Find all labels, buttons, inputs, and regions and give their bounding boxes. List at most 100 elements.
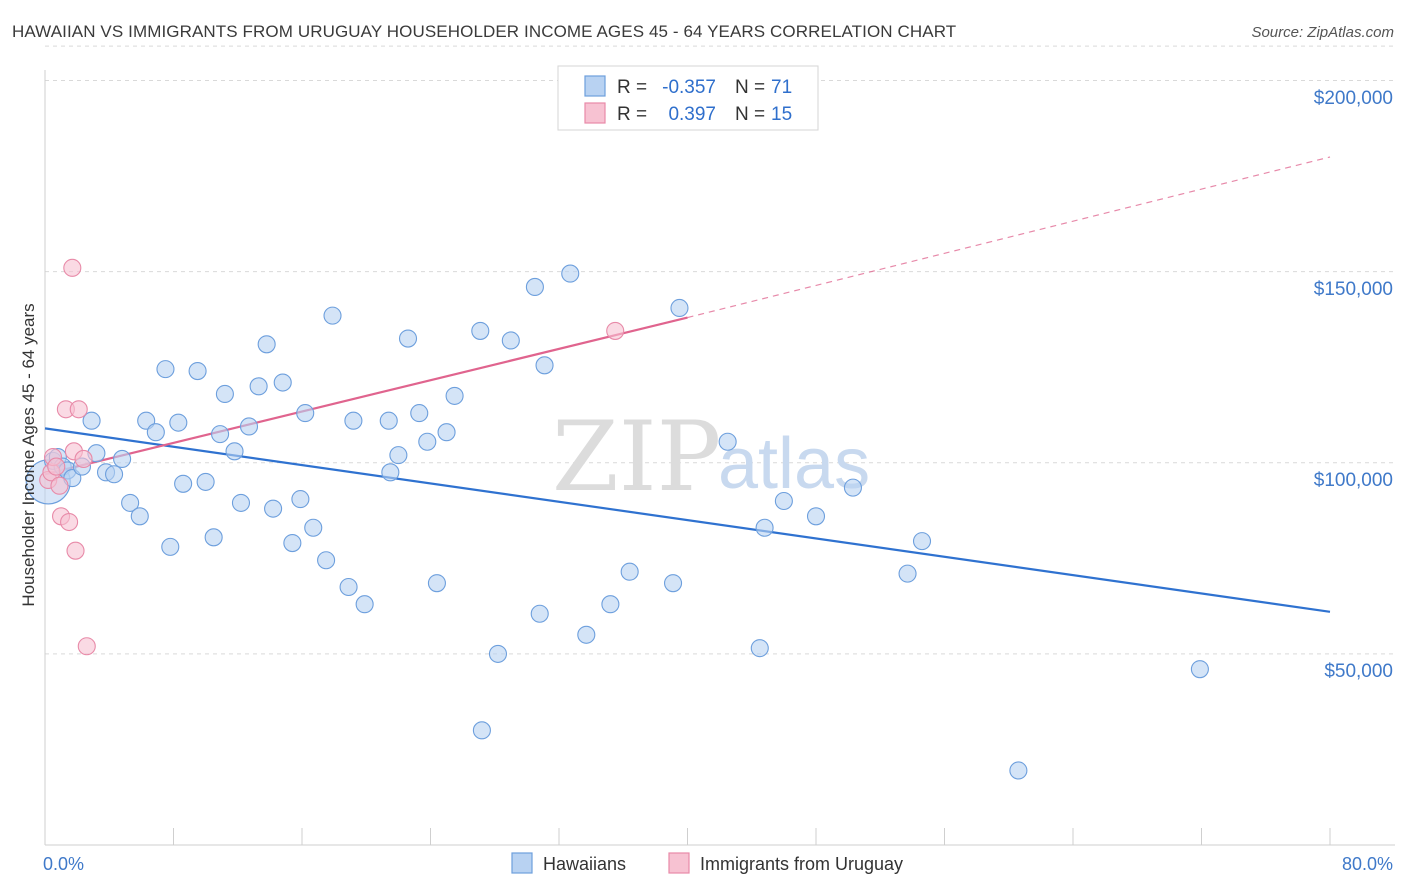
- point-hawaiians: [398, 329, 418, 348]
- point-hawaiians: [530, 604, 549, 623]
- legend-swatch-uruguay: [668, 852, 690, 874]
- trend-line-uruguay-extension: [687, 156, 1331, 319]
- legend-series: Hawaiians Immigrants from Uruguay: [511, 852, 903, 874]
- legend-n-value-uruguay: 15: [771, 104, 792, 125]
- point-hawaiians: [105, 465, 124, 484]
- point-hawaiians: [445, 386, 464, 405]
- point-hawaiians: [601, 595, 620, 614]
- point-hawaiians: [146, 423, 165, 442]
- point-uruguay: [74, 449, 93, 469]
- point-hawaiians: [912, 532, 932, 551]
- point-hawaiians: [535, 356, 554, 375]
- legend-stats: R = -0.357 N = 71 R = 0.397 N = 15: [557, 65, 819, 131]
- trend-line-hawaiians: [44, 427, 1331, 613]
- trend-lines: [44, 156, 1331, 613]
- series-uruguay-points: [39, 258, 625, 656]
- legend-r-value-hawaiians: -0.357: [662, 77, 716, 98]
- watermark-zip: ZIP: [552, 401, 721, 513]
- point-hawaiians: [283, 533, 302, 553]
- point-uruguay: [47, 457, 66, 476]
- point-hawaiians: [1190, 660, 1209, 679]
- legend-r-label: R =: [617, 104, 647, 125]
- source-label: Source: ZipAtlas.com: [1251, 24, 1394, 41]
- point-hawaiians: [291, 490, 310, 509]
- point-hawaiians: [561, 264, 580, 283]
- point-hawaiians: [472, 721, 491, 740]
- point-hawaiians: [130, 507, 149, 526]
- point-hawaiians: [304, 518, 323, 537]
- point-hawaiians: [620, 562, 639, 581]
- point-hawaiians: [410, 404, 429, 423]
- x-tick-label-max: 80.0%: [1342, 854, 1393, 874]
- point-hawaiians: [161, 537, 180, 556]
- point-hawaiians: [339, 577, 358, 597]
- legend-label-uruguay: Immigrants from Uruguay: [700, 854, 903, 874]
- point-hawaiians: [718, 432, 737, 451]
- point-uruguay: [50, 476, 69, 495]
- point-hawaiians: [501, 331, 520, 350]
- point-hawaiians: [323, 306, 342, 325]
- point-hawaiians: [379, 411, 398, 430]
- y-tick-label: $200,000: [1314, 88, 1393, 109]
- legend-r-value-uruguay: 0.397: [668, 104, 716, 125]
- point-hawaiians: [418, 432, 437, 451]
- point-hawaiians: [204, 528, 223, 547]
- grid-lines: [45, 45, 1395, 655]
- point-hawaiians: [231, 493, 251, 512]
- point-hawaiians: [1009, 761, 1028, 780]
- point-hawaiians: [257, 335, 276, 354]
- y-axis-label: Householder Income Ages 45 - 64 years: [19, 303, 38, 606]
- point-hawaiians: [843, 478, 862, 497]
- point-hawaiians: [273, 373, 292, 392]
- legend-swatch-hawaiians: [584, 75, 606, 97]
- point-hawaiians: [774, 491, 793, 511]
- point-hawaiians: [239, 417, 259, 436]
- point-hawaiians: [82, 411, 101, 430]
- point-hawaiians: [317, 551, 336, 570]
- series-hawaiians-points: [25, 264, 1209, 780]
- point-hawaiians: [427, 574, 446, 593]
- point-hawaiians: [113, 449, 132, 469]
- trend-line-uruguay: [44, 316, 688, 476]
- legend-r-label: R =: [617, 77, 647, 98]
- x-tick-label-min: 0.0%: [43, 854, 84, 874]
- y-tick-label: $50,000: [1324, 661, 1393, 682]
- point-hawaiians: [663, 574, 683, 593]
- legend-n-value-hawaiians: 71: [771, 77, 792, 98]
- point-hawaiians: [381, 463, 400, 482]
- point-hawaiians: [755, 518, 774, 537]
- point-hawaiians: [169, 413, 188, 432]
- point-uruguay: [63, 258, 82, 277]
- point-hawaiians: [898, 564, 917, 583]
- y-tick-label: $150,000: [1314, 279, 1393, 300]
- point-hawaiians: [211, 425, 230, 444]
- point-hawaiians: [196, 472, 215, 491]
- point-hawaiians: [156, 360, 175, 379]
- point-hawaiians: [215, 384, 234, 404]
- point-hawaiians: [174, 474, 193, 493]
- point-uruguay: [69, 400, 88, 419]
- point-hawaiians: [355, 595, 374, 614]
- point-hawaiians: [389, 446, 408, 465]
- x-tick-marks: [173, 828, 1331, 845]
- point-hawaiians: [577, 625, 596, 644]
- legend-swatch-uruguay: [584, 102, 606, 124]
- point-hawaiians: [525, 277, 544, 297]
- point-uruguay: [60, 512, 79, 532]
- legend-n-label: N =: [735, 104, 765, 125]
- point-hawaiians: [750, 639, 769, 658]
- point-hawaiians: [670, 298, 689, 318]
- point-hawaiians: [488, 644, 508, 663]
- point-hawaiians: [344, 411, 363, 430]
- point-hawaiians: [437, 423, 456, 442]
- point-hawaiians: [296, 404, 315, 423]
- point-hawaiians: [264, 499, 283, 518]
- point-hawaiians: [225, 442, 244, 461]
- y-tick-label: $100,000: [1314, 470, 1393, 491]
- chart-title: HAWAIIAN VS IMMIGRANTS FROM URUGUAY HOUS…: [12, 22, 957, 41]
- point-hawaiians: [471, 321, 490, 340]
- point-hawaiians: [806, 507, 826, 526]
- point-hawaiians: [121, 493, 140, 512]
- legend-swatch-hawaiians: [511, 852, 533, 874]
